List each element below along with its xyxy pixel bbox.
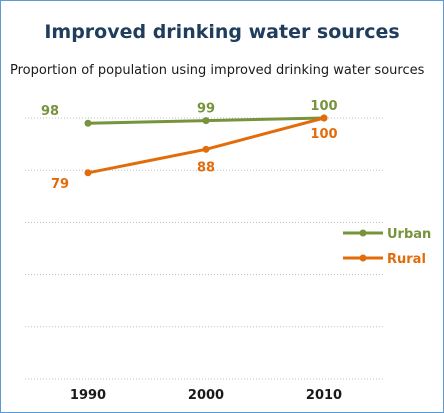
- chart-title: Improved drinking water sources: [44, 21, 400, 43]
- data-point-urban: [202, 117, 210, 125]
- data-label-urban: 100: [310, 99, 337, 114]
- legend-label-rural: Rural: [387, 252, 426, 267]
- chart-subtitle: Proportion of population using improved …: [10, 63, 425, 78]
- x-tick-label: 2000: [188, 388, 224, 403]
- data-point-rural: [320, 114, 328, 122]
- data-label-rural: 100: [310, 127, 337, 142]
- x-tick-label: 1990: [70, 388, 106, 403]
- data-label-rural: 79: [51, 177, 69, 192]
- data-point-rural: [202, 145, 210, 153]
- legend-marker-rural: [359, 254, 367, 262]
- legend: Urban Rural: [343, 227, 431, 267]
- legend-marker-urban: [359, 229, 367, 237]
- gridlines: [25, 117, 383, 380]
- data-label-rural: 88: [197, 160, 215, 175]
- data-label-urban: 99: [197, 102, 215, 117]
- data-point-rural: [84, 169, 92, 177]
- data-label-urban: 98: [41, 104, 59, 119]
- data-point-urban: [84, 119, 92, 127]
- series-lines: [84, 114, 328, 177]
- x-tick-label: 2010: [306, 388, 342, 403]
- data-labels: 98 99 100 79 88 100: [41, 99, 338, 192]
- x-axis-ticks: 1990 2000 2010: [70, 388, 342, 403]
- legend-label-urban: Urban: [387, 227, 431, 242]
